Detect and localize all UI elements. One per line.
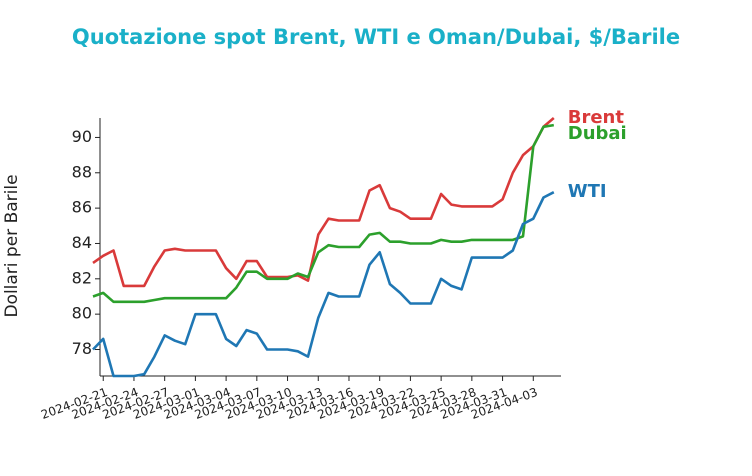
legend-label: Brent (568, 107, 625, 128)
y-axis-label: Dollari per Barile (2, 174, 22, 317)
series-line (92, 191, 555, 378)
y-tick-label: 86 (72, 198, 92, 217)
y-tick-label: 78 (72, 339, 92, 358)
y-tick-label: 84 (72, 233, 92, 252)
legend-label: WTI (568, 181, 607, 202)
y-tick-label: 82 (72, 268, 92, 287)
y-tick-label: 88 (72, 162, 92, 181)
y-tick-label: 80 (72, 304, 92, 323)
legend-label: Dubai (568, 123, 627, 144)
chart-title: Quotazione spot Brent, WTI e Oman/Dubai,… (72, 25, 680, 49)
series-line (92, 117, 555, 288)
y-tick-label: 90 (72, 127, 92, 146)
series-line (92, 123, 555, 304)
